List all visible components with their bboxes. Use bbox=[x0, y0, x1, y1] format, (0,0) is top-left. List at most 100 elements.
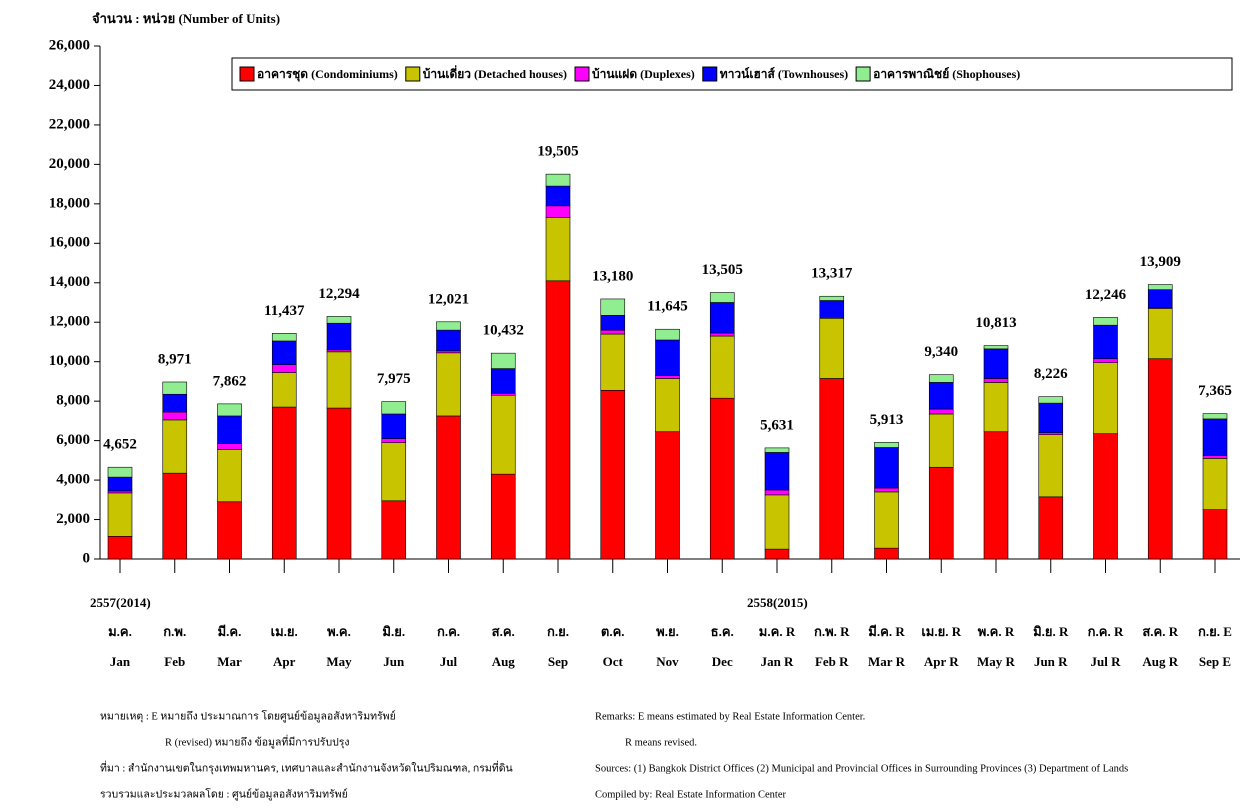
x-tick-label: Mar R bbox=[868, 654, 906, 669]
bar-segment bbox=[381, 442, 407, 502]
y-tick-label: 26,000 bbox=[49, 37, 90, 53]
x-tick-label: Dec bbox=[712, 654, 733, 669]
x-tick-label: Apr bbox=[273, 654, 296, 669]
x-tick-label: Aug R bbox=[1142, 654, 1178, 669]
x-tick-label: Sep bbox=[548, 654, 568, 669]
bar-segment bbox=[819, 317, 845, 379]
bar-segment bbox=[709, 335, 735, 399]
x-tick-label-th: มี.ค. R bbox=[868, 624, 905, 639]
legend-label: อาคารพาณิชย์ (Shophouses) bbox=[873, 67, 1020, 81]
bar-segment bbox=[162, 419, 188, 474]
bar-segment bbox=[819, 295, 845, 301]
bar-segment bbox=[162, 472, 188, 560]
bar-segment bbox=[928, 382, 954, 410]
bar-segment bbox=[107, 536, 133, 560]
y-tick-label: 2,000 bbox=[56, 511, 90, 527]
bar-segment bbox=[107, 492, 133, 537]
note-th: รวบรวมและประมวลผลโดย : ศูนย์ข้อมูลอสังหา… bbox=[100, 787, 348, 800]
y-tick-label: 22,000 bbox=[49, 116, 90, 132]
x-tick-label: Oct bbox=[603, 654, 624, 669]
bar-segment bbox=[1147, 308, 1173, 360]
bar-segment bbox=[1147, 289, 1173, 308]
bar-segment bbox=[162, 411, 188, 421]
bar-segment bbox=[271, 340, 297, 365]
bar-segment bbox=[490, 394, 516, 475]
bar-segment bbox=[1202, 413, 1228, 420]
bar-segment bbox=[655, 339, 680, 376]
x-tick-label-th: ก.ย. bbox=[547, 624, 569, 639]
x-tick-label: Aug bbox=[492, 654, 516, 669]
bar-segment bbox=[545, 205, 571, 218]
total-label: 13,909 bbox=[1140, 254, 1181, 270]
bar-segment bbox=[983, 378, 1009, 383]
year-label: 2557(2014) bbox=[90, 595, 151, 610]
total-label: 7,365 bbox=[1198, 383, 1232, 399]
legend-label: บ้านแฝด (Duplexes) bbox=[592, 67, 695, 81]
bar-segment bbox=[545, 280, 571, 560]
bar-segment bbox=[271, 333, 297, 342]
note-th: R (revised) หมายถึง ข้อมูลที่มีการปรับปร… bbox=[165, 734, 350, 748]
y-tick-label: 4,000 bbox=[56, 472, 90, 488]
x-tick-label-th: มี.ค. bbox=[218, 624, 242, 639]
x-tick-label-th: ส.ค. bbox=[492, 624, 515, 639]
year-label: 2558(2015) bbox=[747, 595, 808, 610]
bar-segment bbox=[436, 352, 461, 417]
bar-segment bbox=[436, 321, 461, 331]
bar-segment bbox=[217, 403, 242, 417]
total-label: 8,226 bbox=[1034, 366, 1068, 382]
bar-segment bbox=[983, 345, 1009, 350]
legend-label: ทาวน์เฮาส์ (Townhouses) bbox=[720, 67, 848, 81]
bar-segment bbox=[162, 381, 188, 395]
bar-segment bbox=[764, 494, 790, 550]
note-en: Remarks: E means estimated by Real Estat… bbox=[595, 711, 865, 722]
bar-segment bbox=[490, 368, 516, 394]
total-label: 13,505 bbox=[702, 262, 743, 278]
bar-segment bbox=[217, 415, 242, 444]
x-tick-label-th: ก.พ. bbox=[163, 624, 186, 639]
bar-segment bbox=[326, 316, 352, 324]
y-tick-label: 14,000 bbox=[49, 274, 90, 290]
total-label: 9,340 bbox=[924, 344, 958, 360]
total-label: 13,180 bbox=[592, 268, 633, 284]
y-tick-label: 20,000 bbox=[49, 156, 90, 172]
bar-segment bbox=[874, 491, 899, 549]
x-tick-label-th: เม.ย. R bbox=[921, 624, 961, 639]
note-th: หมายเหตุ : E หมายถึง ประมาณการ โดยศูนย์ข… bbox=[100, 709, 396, 722]
y-tick-label: 6,000 bbox=[56, 432, 90, 448]
bar-segment bbox=[1093, 433, 1118, 560]
y-tick-label: 16,000 bbox=[49, 235, 90, 251]
x-tick-label: Mar bbox=[217, 654, 242, 669]
x-tick-label-th: ก.พ. R bbox=[814, 624, 850, 639]
bar-segment bbox=[655, 375, 680, 379]
bar-segment bbox=[1038, 434, 1064, 498]
note-th: ที่มา : สำนักงานเขตในกรุงเทพมหานคร, เทศบ… bbox=[100, 760, 513, 774]
bar-segment bbox=[217, 443, 242, 450]
x-tick-label: May R bbox=[977, 654, 1016, 669]
bar-segment bbox=[709, 397, 735, 560]
bar-segment bbox=[326, 407, 352, 560]
x-tick-label-th: พ.ค. bbox=[327, 624, 351, 639]
x-tick-label: Feb R bbox=[815, 654, 849, 669]
x-tick-label: Sep E bbox=[1199, 654, 1231, 669]
bar-segment bbox=[655, 378, 680, 433]
bar-segment bbox=[217, 501, 242, 560]
bar-segment bbox=[1202, 458, 1228, 510]
x-tick-label-th: เม.ย. bbox=[271, 624, 298, 639]
bar-segment bbox=[545, 185, 571, 207]
bar-segment bbox=[490, 352, 516, 369]
x-tick-label: Apr R bbox=[924, 654, 959, 669]
x-tick-label: Jul bbox=[440, 654, 458, 669]
y-tick-label: 12,000 bbox=[49, 314, 90, 330]
note-en: R means revised. bbox=[625, 737, 697, 748]
bar-segment bbox=[655, 328, 680, 341]
legend-swatch bbox=[855, 66, 871, 82]
y-tick-label: 8,000 bbox=[56, 393, 90, 409]
note-en: Compiled by: Real Estate Information Cen… bbox=[595, 789, 786, 800]
bar-segment bbox=[107, 466, 133, 478]
bar-segment bbox=[1093, 358, 1118, 363]
bar-segment bbox=[545, 217, 571, 282]
bar-segment bbox=[600, 329, 626, 335]
bar-segment bbox=[1093, 324, 1118, 360]
bar-segment bbox=[983, 382, 1009, 433]
